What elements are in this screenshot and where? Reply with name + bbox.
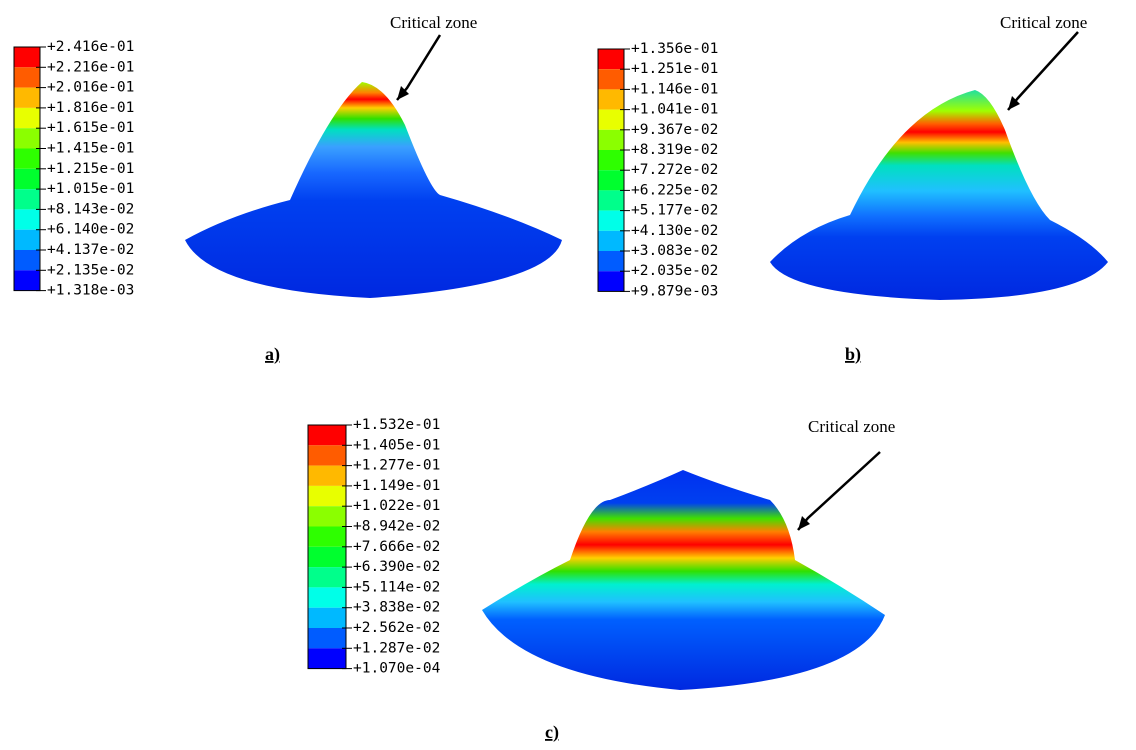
legend-band [598, 271, 624, 292]
legend-band [14, 168, 40, 190]
legend-label: +1.215e-01 [47, 161, 134, 177]
legend-label: +1.277e-01 [353, 458, 440, 474]
legend-label: +1.041e-01 [631, 102, 718, 118]
panel-label: a) [265, 344, 280, 365]
legend-band [14, 209, 40, 230]
legend-label: +1.251e-01 [631, 61, 718, 77]
contour-plot [770, 90, 1108, 300]
legend-label: +1.318e-03 [47, 283, 134, 299]
arrow-head [798, 516, 810, 530]
legend-label: +2.035e-02 [631, 263, 718, 279]
legend-band [598, 150, 624, 171]
legend-label: +1.146e-01 [631, 81, 718, 97]
legend-label: +1.149e-01 [353, 478, 440, 494]
legend-label: +9.367e-02 [631, 122, 718, 138]
legend-band [308, 526, 346, 547]
legend-label: +7.666e-02 [353, 539, 440, 555]
legend-band [598, 251, 624, 272]
legend-label: +5.177e-02 [631, 203, 718, 219]
legend-band [14, 270, 40, 291]
arrow-head [1008, 96, 1020, 110]
legend-band [308, 648, 346, 669]
panel-label: b) [845, 344, 861, 365]
legend-label: +4.130e-02 [631, 223, 718, 239]
legend-band [598, 230, 624, 251]
legend-label: +8.319e-02 [631, 142, 718, 158]
legend-band [14, 250, 40, 271]
legend-label: +2.562e-02 [353, 620, 440, 636]
legend-label: +2.016e-01 [47, 80, 134, 96]
legend-band [14, 107, 40, 129]
legend-band [598, 109, 624, 130]
legend-band [598, 170, 624, 191]
legend-label: +6.225e-02 [631, 182, 718, 198]
legend-band [308, 425, 346, 446]
contour-plot [482, 470, 885, 690]
legend-label: +5.114e-02 [353, 579, 440, 595]
panels: +2.416e-01 +2.216e-01 +2.016e-01 +1.816e-01… [13, 13, 1087, 743]
legend-band [308, 607, 346, 628]
legend-label: +1.356e-01 [631, 41, 718, 57]
callout-arrow [1007, 31, 1079, 111]
legend-band [14, 189, 40, 210]
legend-label: +1.415e-01 [47, 141, 134, 157]
legend-band [14, 229, 40, 250]
legend-label: +1.015e-01 [47, 181, 134, 197]
legend-band [598, 49, 624, 70]
legend-label: +2.135e-02 [47, 262, 134, 278]
legend-band [308, 546, 346, 568]
legend-label: +7.272e-02 [631, 162, 718, 178]
legend-band [598, 69, 624, 90]
callout-arrow [797, 451, 881, 531]
callout-label: Critical zone [808, 417, 895, 436]
legend-band [308, 567, 346, 588]
legend-band [308, 628, 346, 649]
legend-label: +1.287e-02 [353, 640, 440, 656]
legend-band [308, 485, 346, 507]
legend-label: +1.405e-01 [353, 437, 440, 453]
legend-label: +8.942e-02 [353, 519, 440, 535]
legend-band [308, 465, 346, 486]
legend-band [598, 190, 624, 211]
legend-band [14, 47, 40, 68]
legend-band [308, 587, 346, 608]
legend-label: +1.615e-01 [47, 120, 134, 136]
legend-label: +3.838e-02 [353, 600, 440, 616]
legend-label: +2.416e-01 [47, 39, 134, 55]
panel-label: c) [545, 722, 559, 743]
legend-band [598, 210, 624, 231]
legend-band [598, 129, 624, 150]
legend-band [14, 128, 40, 149]
legend-band [308, 506, 346, 527]
legend-label: +1.816e-01 [47, 100, 134, 116]
contour-plot [185, 82, 562, 298]
legend-band [14, 148, 40, 169]
legend-label: +4.137e-02 [47, 242, 134, 258]
legend-label: +6.140e-02 [47, 222, 134, 238]
legend-label: +2.216e-01 [47, 59, 134, 75]
callout-label: Critical zone [390, 13, 477, 32]
legend-label: +9.879e-03 [631, 283, 718, 299]
callout-label: Critical zone [1000, 13, 1087, 32]
legend-label: +3.083e-02 [631, 243, 718, 259]
legend-label: +6.390e-02 [353, 559, 440, 575]
legend-label: +1.070e-04 [353, 661, 441, 677]
arrow-head [397, 86, 409, 100]
legend-label: +8.143e-02 [47, 201, 134, 217]
legend-label: +1.022e-01 [353, 498, 440, 514]
legend-band [14, 67, 40, 88]
legend-band [308, 445, 346, 466]
legend-label: +1.532e-01 [353, 417, 440, 433]
legend-band [14, 87, 40, 108]
legend-band [598, 89, 624, 110]
